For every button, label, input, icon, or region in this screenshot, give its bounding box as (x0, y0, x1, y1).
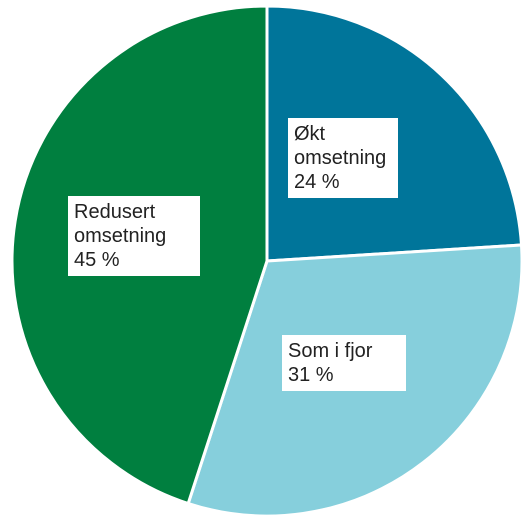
label-category: Redusert omsetning (74, 201, 167, 247)
label-value: 31 % (288, 364, 334, 386)
label-category: Som i fjor (288, 340, 373, 362)
label-value: 45 % (74, 249, 120, 271)
slice-label: Økt omsetning 24 % (288, 118, 398, 198)
slice-label: Som i fjor 31 % (282, 335, 406, 391)
slice-label: Redusert omsetning 45 % (68, 196, 200, 276)
label-value: 24 % (294, 171, 340, 193)
label-category: Økt omsetning (294, 123, 387, 169)
